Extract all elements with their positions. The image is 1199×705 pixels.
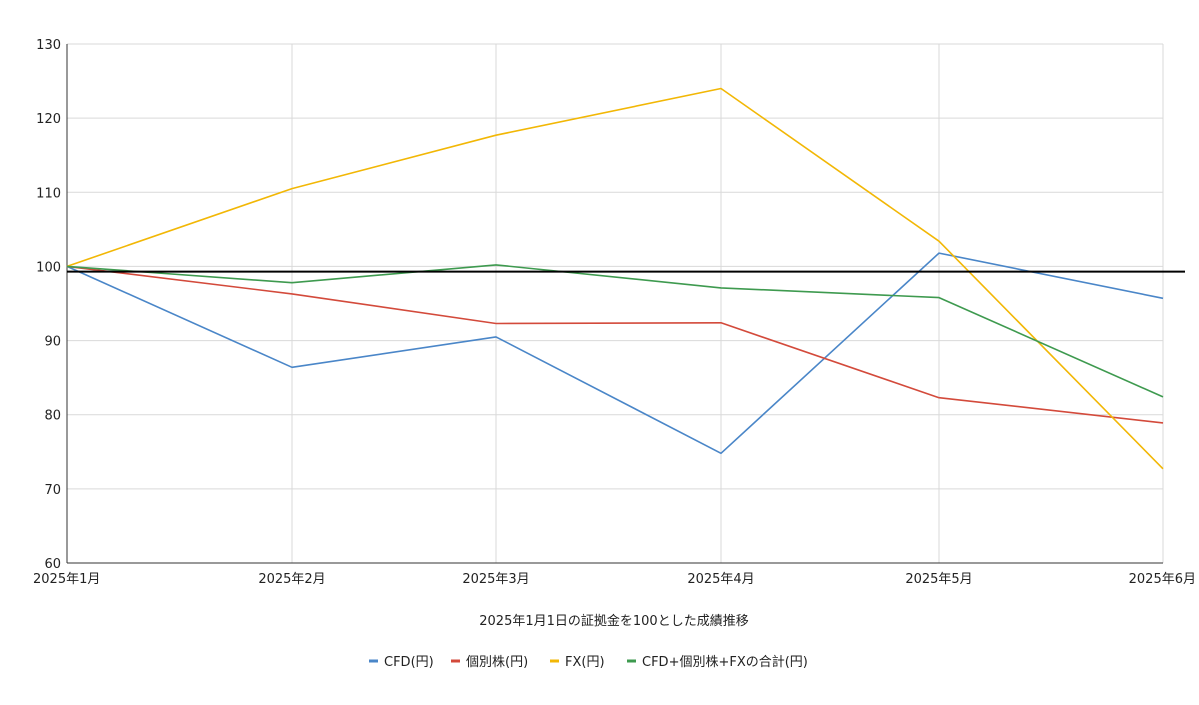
series-line-3	[66, 87, 1164, 470]
legend-label: FX(円)	[565, 655, 605, 670]
y-tick-label: 90	[44, 335, 61, 350]
x-tick-label: 2025年3月	[462, 572, 529, 587]
x-tick-label: 2025年4月	[687, 572, 754, 587]
x-tick-label: 2025年2月	[258, 572, 325, 587]
y-tick-label: 60	[44, 557, 61, 572]
y-tick-label: 120	[36, 112, 61, 127]
y-tick-label: 130	[36, 38, 61, 53]
x-tick-label: 2025年5月	[905, 572, 972, 587]
y-tick-label: 100	[36, 260, 61, 275]
y-tick-label: 80	[44, 409, 61, 424]
legend-label: 個別株(円)	[466, 655, 528, 670]
legend: CFD(円) 個別株(円) FX(円) CFD+個別株+FXの合計(円)	[369, 654, 808, 670]
y-axis-tick-labels: 60 70 80 90 100 110 120 130	[36, 38, 61, 572]
x-tick-label: 2025年6月	[1129, 572, 1196, 587]
x-axis-title: 2025年1月1日の証拠金を100とした成績推移	[479, 613, 748, 629]
grid	[66, 43, 1164, 564]
series-line-1	[66, 252, 1164, 455]
y-tick-label: 70	[44, 483, 61, 498]
y-tick-label: 110	[36, 186, 61, 201]
series-lines	[66, 87, 1164, 470]
legend-label: CFD(円)	[384, 655, 434, 670]
series-line-2	[66, 265, 1164, 424]
x-tick-label: 2025年1月	[33, 572, 100, 587]
legend-label: CFD+個別株+FXの合計(円)	[642, 654, 808, 670]
series-line-4	[66, 264, 1164, 398]
x-axis-tick-labels: 2025年1月 2025年2月 2025年3月 2025年4月 2025年5月 2025年…	[33, 572, 1196, 587]
